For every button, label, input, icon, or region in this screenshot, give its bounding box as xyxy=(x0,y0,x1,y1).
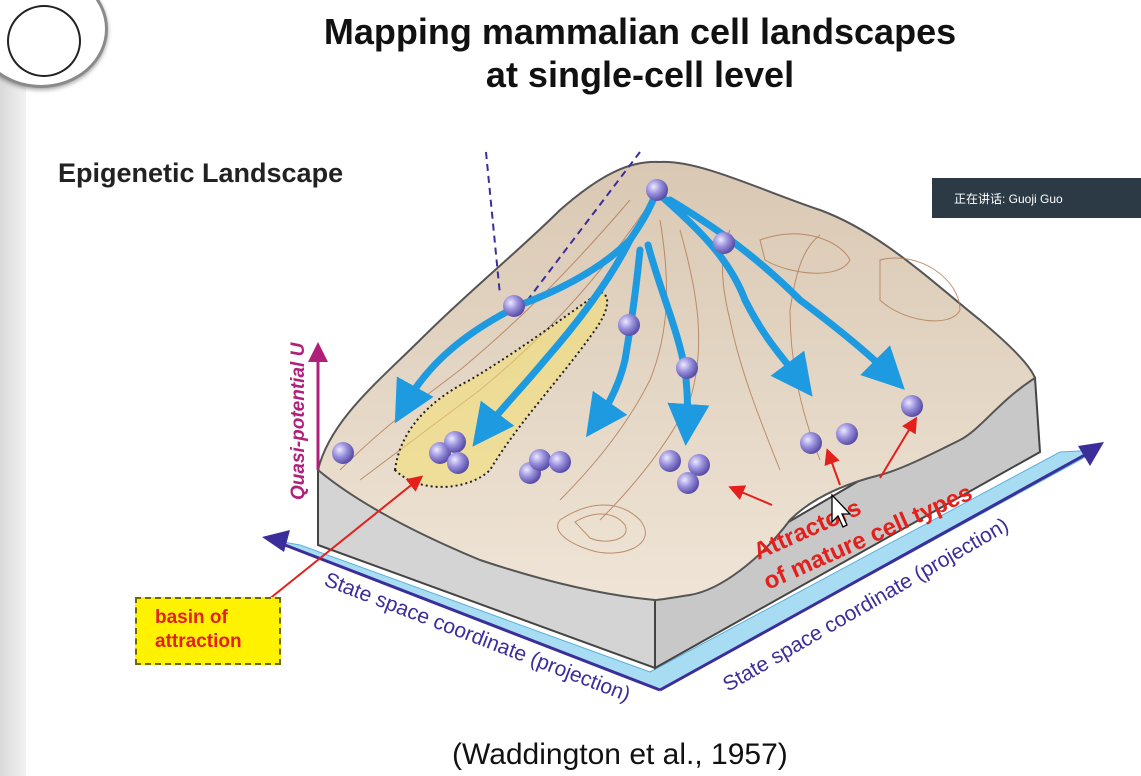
cell-ball xyxy=(332,442,354,464)
citation: (Waddington et al., 1957) xyxy=(452,738,788,771)
active-speaker-notification: 正在讲话: Guoji Guo xyxy=(932,178,1141,218)
x-axis-right-arrowhead xyxy=(1078,442,1104,466)
pointer-attractor-1 xyxy=(728,485,773,506)
basin-label-line-2: attraction xyxy=(155,631,242,652)
path-3 xyxy=(585,246,644,438)
cell-ball xyxy=(444,431,466,453)
cell-ball xyxy=(836,423,858,445)
x-axis-left-line xyxy=(271,538,661,692)
cell-ball xyxy=(713,232,735,254)
slide-subheading: Epigenetic Landscape xyxy=(58,158,344,188)
attractor-pointers xyxy=(267,416,918,601)
cell-ball xyxy=(646,179,668,201)
cell-ball xyxy=(800,432,822,454)
slide-title-line-1: Mapping mammalian cell landscapes xyxy=(323,11,957,52)
pointer-attractor-2 xyxy=(824,448,841,486)
cell-ball xyxy=(676,357,698,379)
pointer-attractor-3 xyxy=(879,416,918,479)
cell-ball xyxy=(503,295,525,317)
x-axis-left-arrowhead xyxy=(262,530,290,552)
cell-ball xyxy=(529,449,551,471)
path-2 xyxy=(472,236,634,447)
peak-guide-right xyxy=(519,151,641,311)
cell-ball xyxy=(901,395,923,417)
y-axis-label: Quasi-potential U xyxy=(288,341,309,500)
cell-ball xyxy=(688,454,710,476)
slide-title: Mapping mammalian cell landscapes at sin… xyxy=(230,10,1050,96)
basin-of-attraction-label: basin of attraction xyxy=(135,597,281,665)
x-axis-right-line xyxy=(659,450,1091,692)
cell-ball xyxy=(659,450,681,472)
cell-ball xyxy=(618,314,640,336)
logo-emblem-icon xyxy=(7,5,81,77)
cell-ball xyxy=(549,451,571,473)
path-5 xyxy=(656,191,813,397)
slide-title-line-2: at single-cell level xyxy=(485,54,795,95)
cell-ball xyxy=(677,472,699,494)
y-axis-arrowhead xyxy=(308,342,328,362)
basin-label-line-1: basin of xyxy=(155,607,228,628)
pointer-basin xyxy=(267,475,424,601)
cell-ball xyxy=(447,452,469,474)
path-6 xyxy=(666,196,905,390)
window-left-strip xyxy=(0,0,26,776)
mouse-cursor-icon xyxy=(831,493,852,528)
landscape-surface xyxy=(316,160,1037,602)
cell-balls xyxy=(332,179,923,494)
